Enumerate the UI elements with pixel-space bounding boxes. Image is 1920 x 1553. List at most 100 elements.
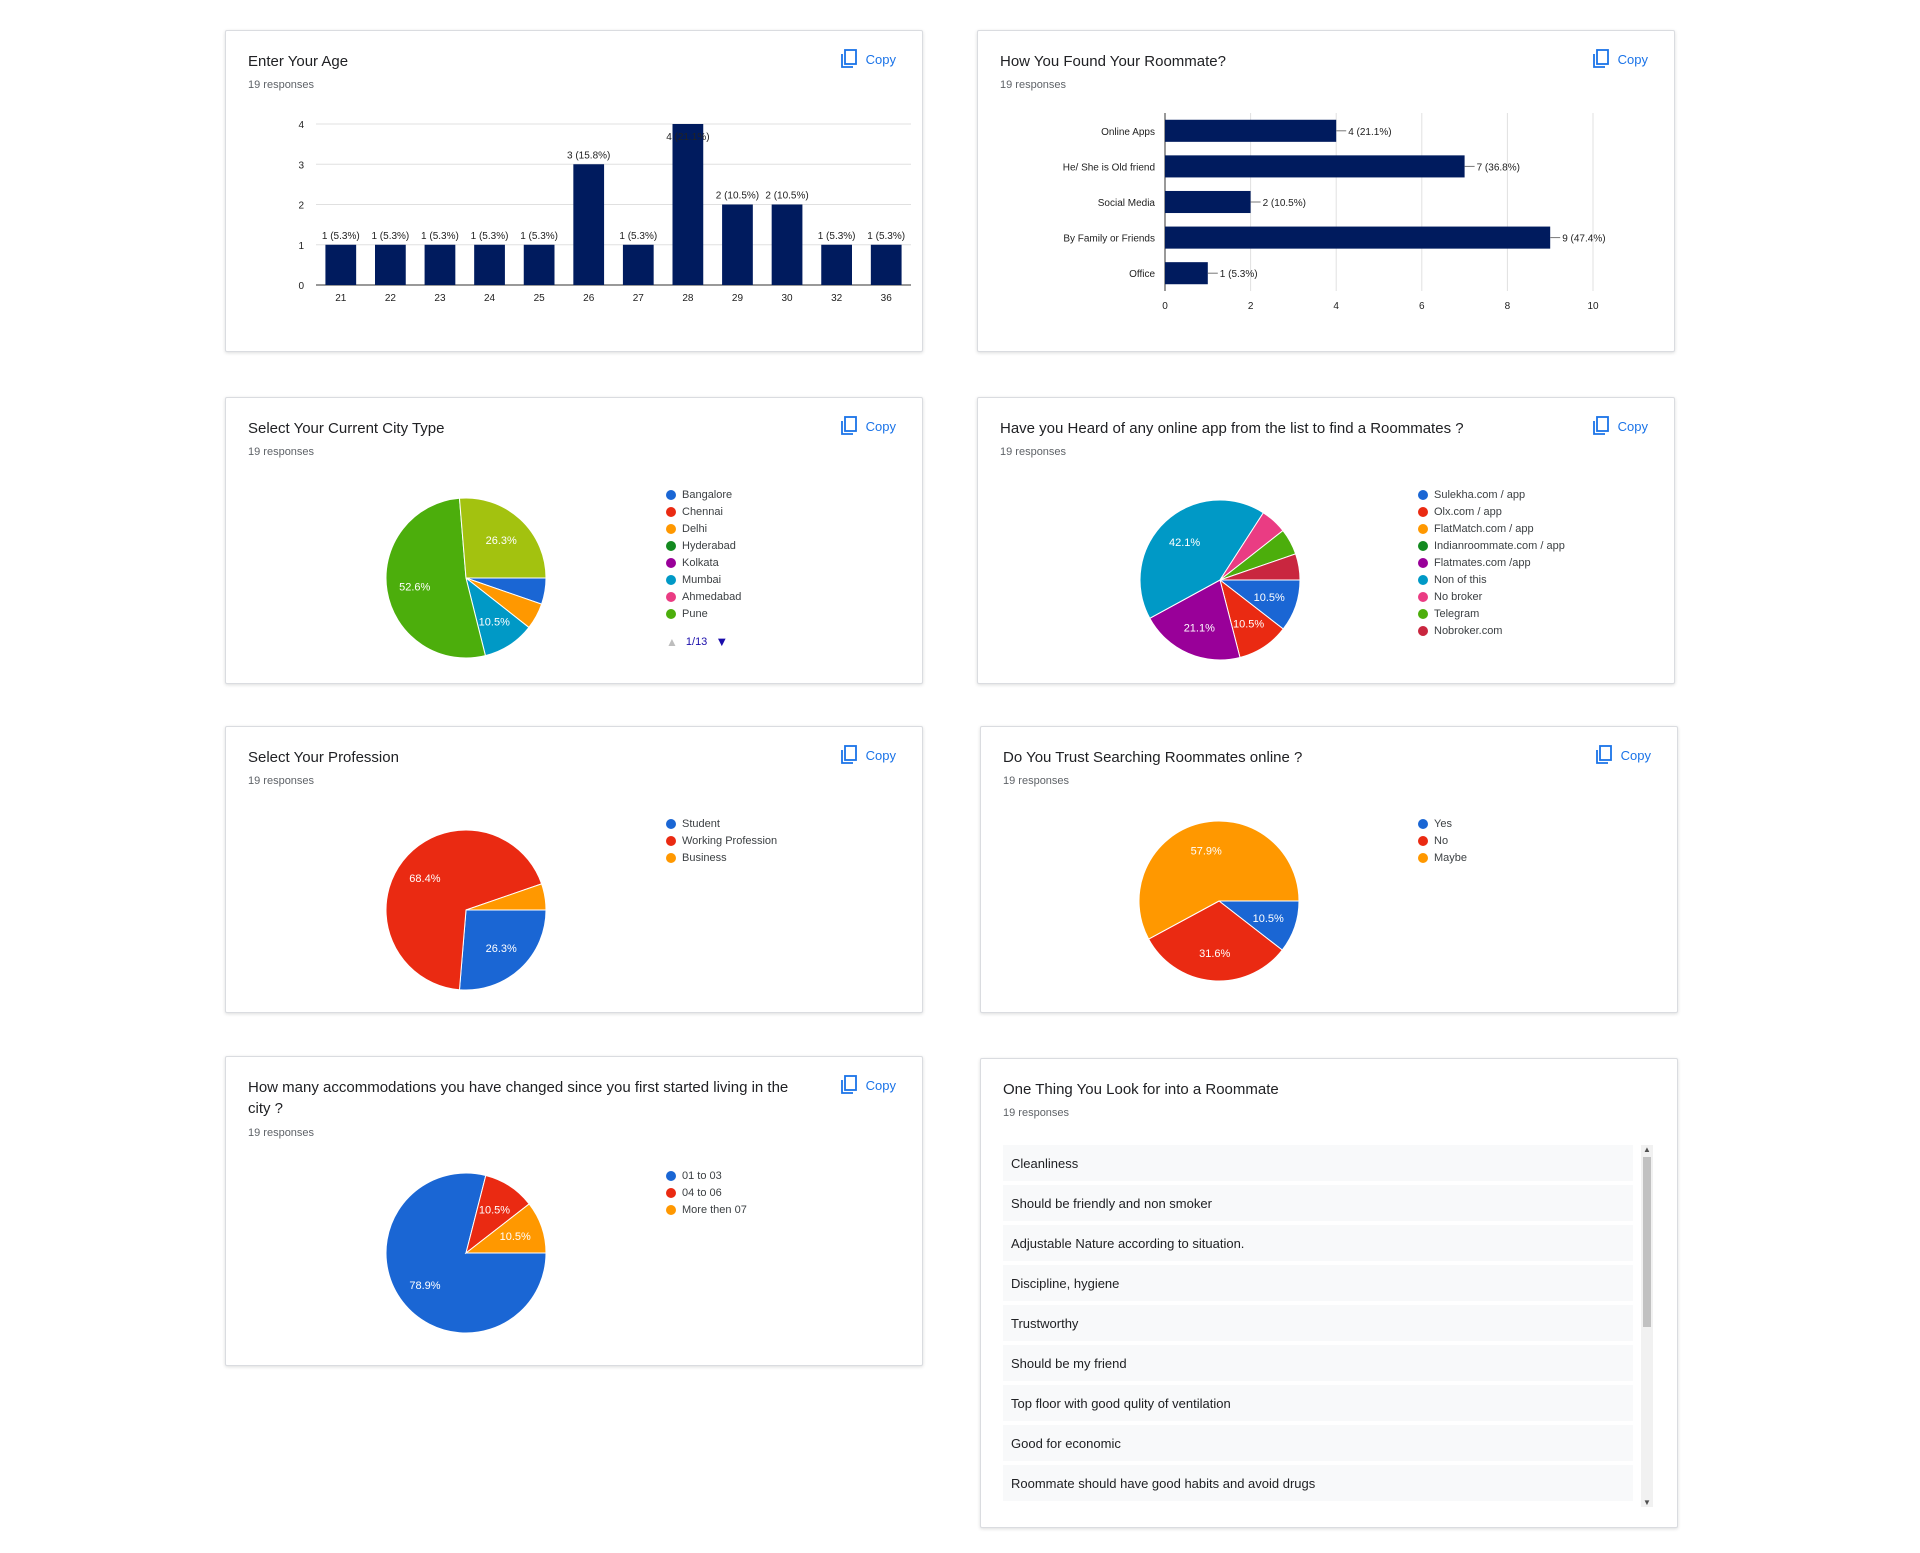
copy-button[interactable]: Copy	[1595, 745, 1651, 765]
pie-slice[interactable]	[458, 497, 547, 579]
slice-label: 10.5%	[500, 1231, 531, 1243]
response-item: Cleanliness	[1003, 1145, 1633, 1181]
legend-item: Bangalore	[666, 486, 741, 503]
data-label: 1 (5.3%)	[619, 231, 657, 242]
bar[interactable]	[424, 244, 456, 285]
pie-slice[interactable]	[458, 909, 547, 991]
legend-item: Maybe	[1418, 849, 1467, 866]
bar[interactable]	[1165, 155, 1465, 178]
x-tick-label: 10	[1587, 301, 1599, 312]
bar[interactable]	[870, 244, 902, 285]
scroll-thumb[interactable]	[1643, 1157, 1651, 1327]
pie-slice[interactable]	[465, 883, 547, 911]
scroll-down-icon[interactable]: ▼	[1643, 1498, 1651, 1507]
x-tick-label: 21	[335, 293, 347, 304]
legend-item: Nobroker.com	[1418, 622, 1565, 639]
legend-swatch	[666, 506, 676, 517]
trust-legend: Yes No Maybe	[1418, 815, 1467, 866]
data-label: 4 (21.1%)	[1348, 127, 1391, 138]
copy-label: Copy	[1617, 418, 1648, 434]
data-label: 1 (5.3%)	[520, 231, 558, 242]
heard-pie-chart: 10.5% 10.5% 21.1% 42.1%	[1139, 499, 1301, 661]
legend-swatch	[666, 1204, 676, 1215]
pie-slice[interactable]	[1147, 900, 1283, 982]
legend-label: Indianroommate.com / app	[1434, 539, 1565, 552]
legend-item: Olx.com / app	[1418, 503, 1565, 520]
found-card: How You Found Your Roommate? 19 response…	[977, 30, 1675, 352]
pie-slice[interactable]	[1149, 579, 1241, 661]
copy-button[interactable]: Copy	[840, 49, 896, 69]
bar[interactable]	[523, 244, 555, 285]
copy-icon	[1592, 416, 1610, 436]
bar[interactable]	[325, 244, 357, 285]
legend-item: Sulekha.com / app	[1418, 486, 1565, 503]
x-tick-label: 24	[484, 293, 496, 304]
data-label: 1 (5.3%)	[371, 231, 409, 242]
bar[interactable]	[1165, 226, 1551, 249]
bar[interactable]	[672, 124, 704, 285]
data-label: 1 (5.3%)	[867, 231, 905, 242]
x-tick-label: 26	[583, 293, 595, 304]
slice-label: 10.5%	[1254, 592, 1285, 604]
bar[interactable]	[722, 204, 753, 286]
trust-card: Do You Trust Searching Roommates online …	[980, 726, 1678, 1013]
slice-label: 78.9%	[409, 1280, 440, 1292]
bar[interactable]	[622, 244, 654, 285]
response-count: 19 responses	[248, 775, 315, 787]
trust-pie-chart: 10.5% 31.6% 57.9%	[1138, 820, 1300, 982]
pie-slice[interactable]	[1139, 499, 1265, 619]
copy-button[interactable]: Copy	[840, 416, 896, 436]
slice-label: 52.6%	[399, 581, 430, 593]
pie-slice[interactable]	[385, 497, 487, 659]
bar[interactable]	[375, 244, 406, 285]
data-label: 1 (5.3%)	[471, 231, 509, 242]
accommodations-pie-chart: 78.9% 10.5% 10.5%	[385, 1172, 547, 1334]
legend-swatch	[1418, 818, 1428, 829]
copy-button[interactable]: Copy	[1592, 49, 1648, 69]
pie-slice[interactable]	[385, 829, 543, 991]
card-title: Enter Your Age	[248, 53, 349, 70]
bar[interactable]	[1165, 262, 1208, 285]
legend-label: Kolkata	[682, 556, 719, 569]
copy-button[interactable]: Copy	[840, 1075, 896, 1095]
data-label: 1 (5.3%)	[818, 231, 856, 242]
pager-up-icon[interactable]: ▲	[666, 634, 678, 649]
response-list[interactable]: Cleanliness Should be friendly and non s…	[1003, 1145, 1633, 1510]
scrollbar[interactable]: ▲ ▼	[1641, 1145, 1653, 1507]
scroll-up-icon[interactable]: ▲	[1643, 1145, 1651, 1154]
pie-slice[interactable]	[464, 1203, 547, 1254]
data-label: 2 (10.5%)	[716, 191, 759, 202]
legend-swatch	[666, 852, 676, 863]
bar[interactable]	[573, 164, 605, 285]
legend-item: FlatMatch.com / app	[1418, 520, 1565, 537]
card-title: Do You Trust Searching Roommates online …	[1003, 749, 1303, 766]
legend-item: Mumbai	[666, 571, 741, 588]
legend-label: Chennai	[682, 505, 723, 518]
legend-label: Yes	[1434, 817, 1452, 830]
x-tick-label: 32	[831, 293, 843, 304]
legend-label: Bangalore	[682, 488, 733, 501]
data-label: 4 (21.1%)	[666, 132, 709, 143]
bar[interactable]	[1165, 119, 1337, 142]
pager-down-icon[interactable]: ▼	[715, 634, 729, 649]
slice-label: 42.1%	[1169, 537, 1200, 549]
copy-button[interactable]: Copy	[840, 745, 896, 765]
legend-item: Hyderabad	[666, 537, 741, 554]
bar[interactable]	[821, 244, 852, 285]
profession-card: Select Your Profession 19 responses Copy…	[225, 726, 923, 1013]
legend-swatch	[1418, 523, 1428, 534]
bar[interactable]	[771, 204, 803, 286]
bar[interactable]	[474, 244, 505, 285]
pie-slice[interactable]	[1138, 820, 1300, 940]
legend-label: No	[1434, 834, 1449, 847]
copy-button[interactable]: Copy	[1592, 416, 1648, 436]
legend-swatch	[666, 818, 676, 829]
x-tick-label: 28	[682, 293, 694, 304]
y-tick-label: By Family or Friends	[1063, 234, 1155, 245]
bar[interactable]	[1165, 190, 1251, 214]
legend-swatch	[1418, 489, 1428, 500]
legend-label: Telegram	[1434, 607, 1480, 620]
pie-slice[interactable]	[1219, 553, 1301, 581]
lookfor-card: One Thing You Look for into a Roommate 1…	[980, 1058, 1678, 1528]
